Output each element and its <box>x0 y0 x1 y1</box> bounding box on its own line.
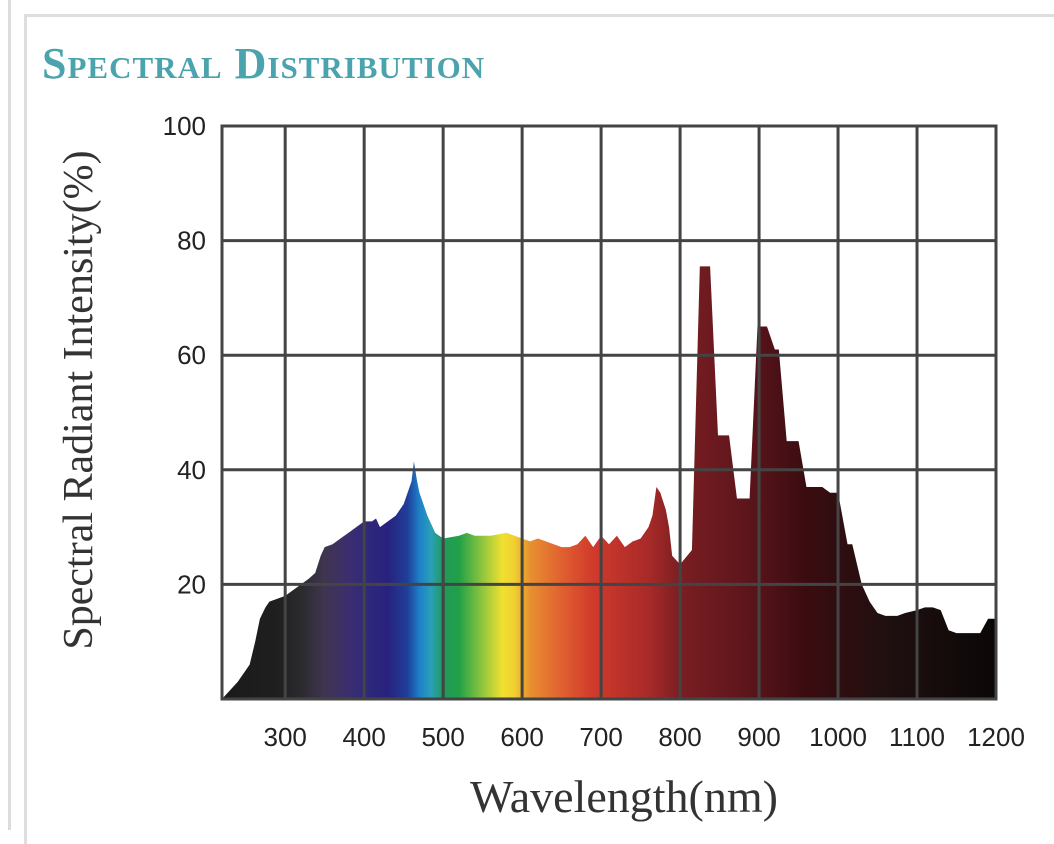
x-tick-label: 700 <box>579 722 622 752</box>
x-tick-labels: 300 400 500 600 700 800 900 1000 1100 1200 <box>263 722 1024 752</box>
chart-panel <box>24 14 1054 844</box>
y-tick-label: 20 <box>177 569 206 599</box>
x-tick-label: 900 <box>737 722 780 752</box>
left-divider <box>8 0 11 830</box>
x-tick-label: 1200 <box>967 722 1025 752</box>
x-tick-label: 500 <box>421 722 464 752</box>
x-tick-label: 1100 <box>889 722 945 752</box>
y-tick-label: 100 <box>163 111 206 141</box>
x-tick-label: 800 <box>658 722 701 752</box>
x-axis-label: Wavelength(nm) <box>470 771 778 822</box>
x-tick-label: 300 <box>263 722 306 752</box>
x-tick-label: 400 <box>342 722 385 752</box>
y-tick-label: 60 <box>177 340 206 370</box>
y-tick-label: 80 <box>177 226 206 256</box>
y-tick-label: 40 <box>177 455 206 485</box>
grid-layer <box>220 124 998 701</box>
x-tick-label: 1000 <box>809 722 867 752</box>
y-tick-labels: 20 40 60 80 100 <box>163 111 206 599</box>
plot-frame <box>220 124 998 701</box>
spectrum-area <box>222 266 996 699</box>
chart-title: Spectral Distribution <box>42 39 486 88</box>
y-axis-label: Spectral Radiant Intensity(%) <box>56 150 102 649</box>
area-layer <box>222 266 996 699</box>
x-tick-label: 600 <box>500 722 543 752</box>
